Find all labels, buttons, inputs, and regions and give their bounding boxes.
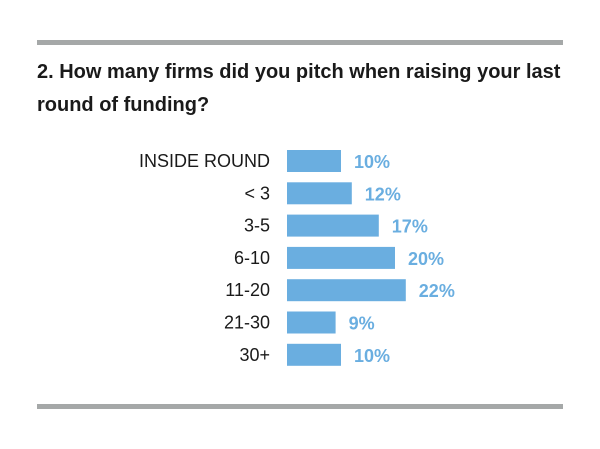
bar <box>287 246 395 269</box>
bar <box>287 311 336 334</box>
bar <box>287 279 406 302</box>
value-label: 22% <box>419 281 455 301</box>
category-label: 3-5 <box>244 216 270 236</box>
chart-title: 2. How many firms did you pitch when rai… <box>37 61 561 116</box>
bar <box>287 343 341 366</box>
category-label: INSIDE ROUND <box>139 151 270 171</box>
category-label: 6-10 <box>234 248 270 268</box>
bottom-rule <box>37 404 563 409</box>
value-label: 12% <box>365 184 401 204</box>
value-label: 10% <box>354 346 390 366</box>
category-label: 11-20 <box>225 280 270 300</box>
category-label: 30+ <box>239 345 270 365</box>
bar <box>287 182 352 205</box>
value-label: 17% <box>392 217 428 237</box>
category-label: 21-30 <box>224 313 270 333</box>
top-rule <box>37 40 563 45</box>
value-label: 10% <box>354 152 390 172</box>
bar <box>287 150 341 172</box>
bar <box>287 214 379 237</box>
category-label: < 3 <box>244 183 270 203</box>
value-label: 20% <box>408 249 444 269</box>
value-label: 9% <box>349 314 375 334</box>
